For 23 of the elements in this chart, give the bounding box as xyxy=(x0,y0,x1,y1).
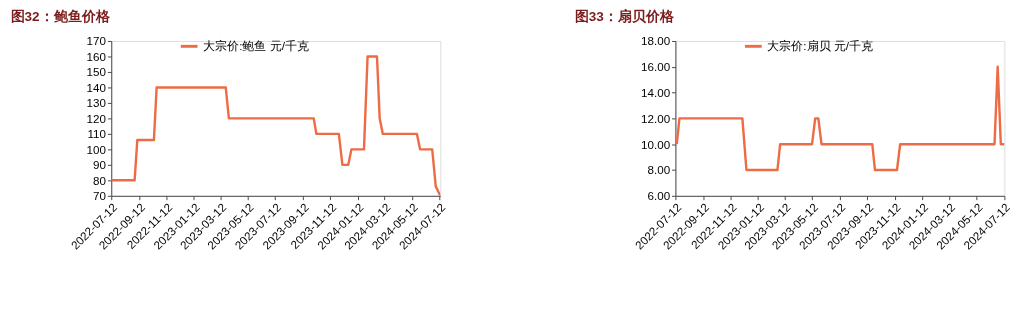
y-tick-label: 16.00 xyxy=(641,60,671,74)
line-series xyxy=(675,65,1005,172)
y-tick-label: 170 xyxy=(86,34,106,48)
y-tick-label: 8.00 xyxy=(647,163,671,177)
y-tick-label: 6.00 xyxy=(647,189,671,203)
y-tick-label: 110 xyxy=(87,127,106,141)
y-tick-label: 18.00 xyxy=(641,34,671,48)
y-tick-label: 12.00 xyxy=(641,111,671,125)
legend-label: 大宗价:扇贝 元/千克 xyxy=(767,39,874,53)
y-tick-label: 120 xyxy=(86,111,106,125)
y-tick-label: 150 xyxy=(86,65,106,79)
y-tick-label: 10.00 xyxy=(641,137,671,151)
chart-title: 图32：鲍鱼价格 xyxy=(10,8,111,24)
y-tick-label: 80 xyxy=(93,173,106,187)
y-tick-label: 140 xyxy=(86,80,106,94)
y-tick-label: 14.00 xyxy=(641,85,671,99)
y-tick-label: 90 xyxy=(93,158,106,172)
chart-title: 图33：扇贝价格 xyxy=(574,7,675,24)
y-tick-label: 130 xyxy=(86,96,106,110)
y-tick-label: 160 xyxy=(86,49,106,63)
y-tick-label: 70 xyxy=(93,189,106,203)
y-tick-label: 100 xyxy=(86,142,106,156)
legend-label: 大宗价:鲍鱼 元/千克 xyxy=(203,39,309,53)
